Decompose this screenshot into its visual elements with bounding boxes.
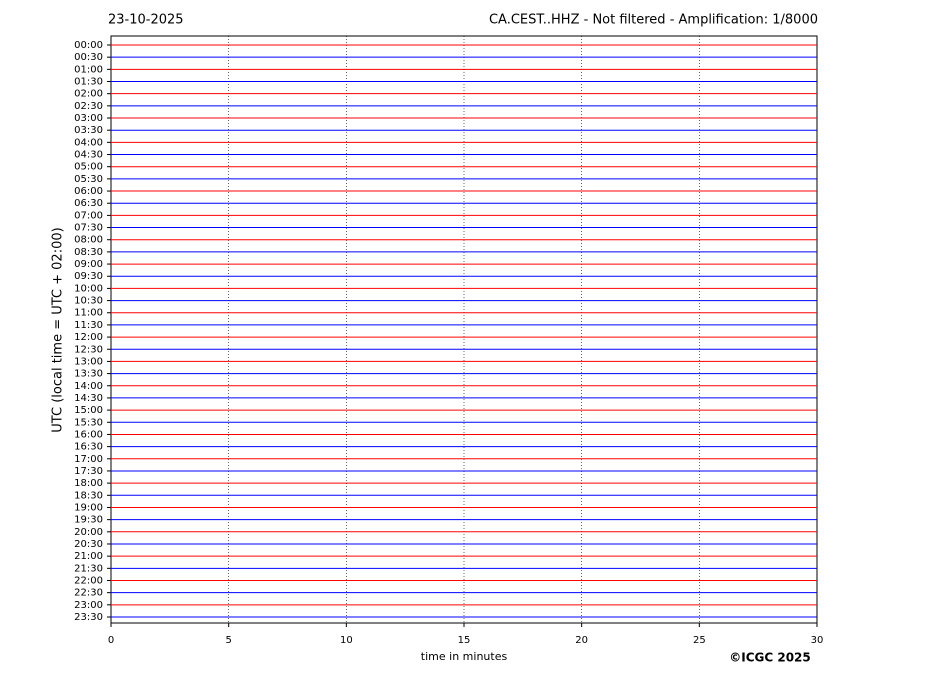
y-tick-label: 19:30 — [74, 515, 103, 526]
y-tick-label: 13:00 — [74, 356, 103, 367]
x-tick-label: 15 — [458, 635, 471, 646]
y-tick-label: 21:30 — [74, 563, 103, 574]
y-tick-label: 20:00 — [74, 527, 103, 538]
station-title: CA.CEST..HHZ - Not filtered - Amplificat… — [489, 13, 818, 28]
y-tick-label: 03:30 — [74, 125, 103, 136]
y-tick-label: 03:00 — [74, 113, 103, 124]
y-tick-label: 18:30 — [74, 490, 103, 501]
y-tick-label: 18:00 — [74, 478, 103, 489]
y-tick-label: 12:00 — [74, 332, 103, 343]
y-tick-label: 07:30 — [74, 223, 103, 234]
y-tick-label: 05:00 — [74, 162, 103, 173]
y-tick-label: 11:30 — [74, 320, 103, 331]
y-tick-label: 22:30 — [74, 588, 103, 599]
y-tick-label: 15:00 — [74, 405, 103, 416]
date-title: 23-10-2025 — [108, 13, 184, 28]
x-tick-label: 25 — [693, 635, 706, 646]
y-tick-label: 10:00 — [74, 283, 103, 294]
y-tick-label: 09:30 — [74, 271, 103, 282]
y-tick-label: 02:00 — [74, 89, 103, 100]
y-tick-label: 17:30 — [74, 466, 103, 477]
y-tick-label: 17:00 — [74, 454, 103, 465]
y-tick-label: 04:00 — [74, 137, 103, 148]
y-tick-label: 19:00 — [74, 502, 103, 513]
y-tick-label: 10:30 — [74, 296, 103, 307]
copyright: ©ICGC 2025 — [729, 651, 811, 665]
y-tick-label: 02:30 — [74, 101, 103, 112]
y-tick-label: 20:30 — [74, 539, 103, 550]
y-tick-label: 00:30 — [74, 52, 103, 63]
x-tick-label: 30 — [811, 635, 824, 646]
y-axis-label: UTC (local time = UTC + 02:00) — [51, 227, 66, 432]
y-tick-label: 23:00 — [74, 600, 103, 611]
y-tick-label: 14:00 — [74, 381, 103, 392]
y-tick-label: 21:00 — [74, 551, 103, 562]
y-tick-label: 13:30 — [74, 369, 103, 380]
x-tick-label: 5 — [225, 635, 231, 646]
x-tick-label: 20 — [575, 635, 588, 646]
y-tick-label: 06:00 — [74, 186, 103, 197]
x-axis-label: time in minutes — [421, 650, 508, 663]
y-tick-label: 09:00 — [74, 259, 103, 270]
y-tick-label: 12:30 — [74, 344, 103, 355]
y-tick-label: 05:30 — [74, 174, 103, 185]
y-tick-label: 08:00 — [74, 235, 103, 246]
y-tick-label: 04:30 — [74, 150, 103, 161]
y-tick-label: 11:00 — [74, 308, 103, 319]
y-tick-label: 22:00 — [74, 575, 103, 586]
y-tick-label: 23:30 — [74, 612, 103, 623]
x-tick-label: 10 — [340, 635, 353, 646]
y-tick-label: 01:00 — [74, 64, 103, 75]
y-tick-label: 06:30 — [74, 198, 103, 209]
x-tick-label: 0 — [108, 635, 114, 646]
y-tick-label: 07:00 — [74, 210, 103, 221]
y-tick-label: 16:00 — [74, 429, 103, 440]
y-tick-label: 14:30 — [74, 393, 103, 404]
y-tick-label: 16:30 — [74, 442, 103, 453]
y-tick-label: 01:30 — [74, 77, 103, 88]
y-tick-label: 08:30 — [74, 247, 103, 258]
y-tick-label: 15:30 — [74, 417, 103, 428]
y-tick-label: 00:00 — [74, 40, 103, 51]
